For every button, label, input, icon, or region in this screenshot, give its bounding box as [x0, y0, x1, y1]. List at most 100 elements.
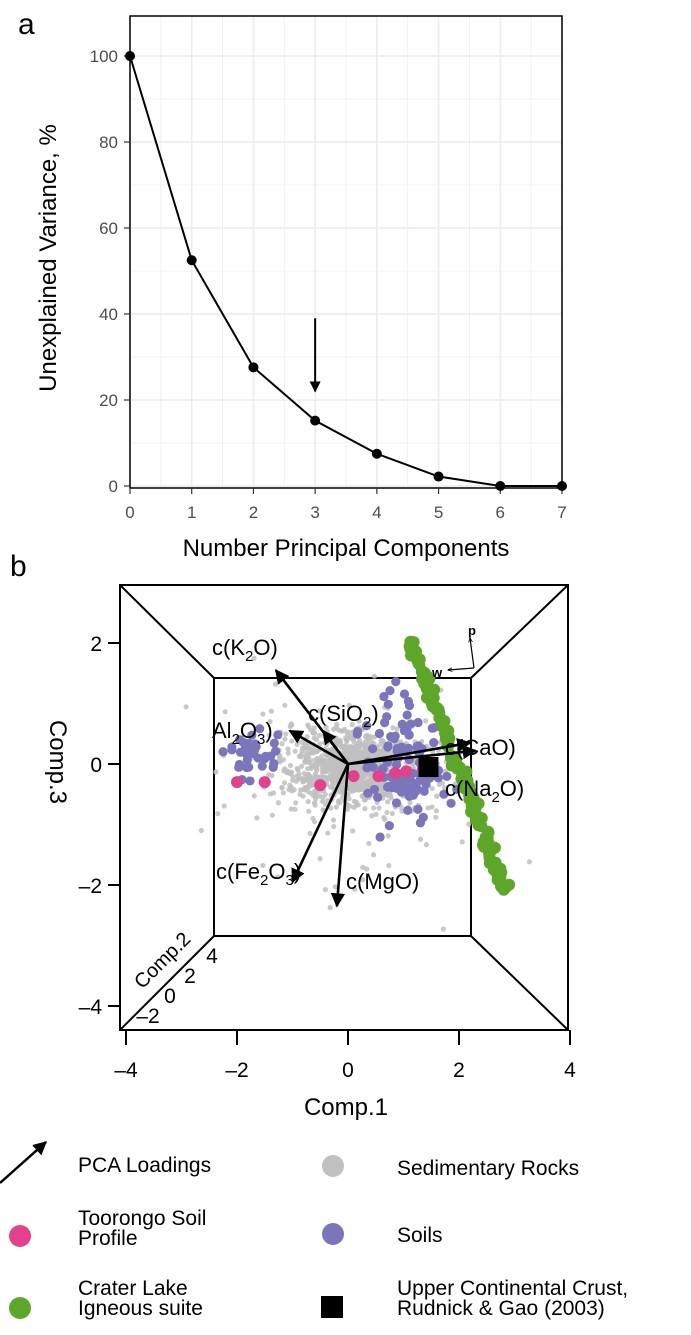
- soil-point: [368, 744, 378, 754]
- sedimentary-rock-point: [294, 773, 300, 779]
- sedimentary-rock-point: [260, 862, 266, 869]
- sedimentary-rock-point: [348, 755, 355, 761]
- soil-point: [244, 762, 254, 772]
- sedimentary-rock-point: [327, 772, 334, 778]
- sedimentary-rock-point: [352, 886, 358, 892]
- loading-arrow-sio2: [321, 729, 350, 765]
- sedimentary-rock-point: [319, 753, 325, 759]
- sedimentary-rock-point: [267, 719, 273, 725]
- sedimentary-rock-point: [282, 702, 288, 708]
- sedimentary-rock-point: [313, 736, 320, 743]
- soil-point: [235, 735, 245, 745]
- sedimentary-rock-point: [323, 724, 329, 730]
- soil-point: [384, 781, 395, 791]
- soil-point: [273, 730, 283, 740]
- sedimentary-rock-point: [346, 702, 352, 708]
- sedimentary-rock-point: [371, 673, 378, 679]
- y-tick-label: 0: [90, 754, 102, 777]
- sedimentary-rock-point: [423, 718, 429, 724]
- legend: PCA Loadings Sedimentary Rocks Toorongo …: [0, 1141, 628, 1320]
- sedimentary-rock-point: [287, 762, 294, 769]
- sedimentary-rock-point: [289, 738, 295, 744]
- legend-circle-icon: [322, 1155, 344, 1177]
- sedimentary-rock-point: [318, 760, 324, 766]
- sedimentary-rock-point: [323, 742, 330, 748]
- legend-circle-icon: [9, 1297, 31, 1319]
- soil-point: [242, 755, 252, 765]
- sedimentary-rock-point: [385, 833, 391, 839]
- sedimentary-rock-point: [307, 830, 313, 837]
- soil-point: [446, 798, 456, 808]
- sedimentary-rock-point: [349, 736, 356, 742]
- sedimentary-rock-point: [303, 777, 309, 783]
- sedimentary-rock-point: [251, 655, 257, 661]
- sedimentary-rock-point: [338, 767, 344, 773]
- x-tick-label: 4: [372, 503, 381, 522]
- panel-a: a 0 1 2 3 4 5 6 7 0 20 40 60 80 100 Number Principal …: [18, 8, 567, 562]
- x-tick-label: –4: [114, 1059, 138, 1082]
- soil-point: [227, 742, 237, 752]
- sedimentary-rock-point: [316, 708, 323, 714]
- variance-line: [129, 55, 562, 487]
- soil-point: [390, 731, 400, 741]
- sedimentary-rock-point: [363, 784, 369, 790]
- sedimentary-rock-point: [346, 796, 352, 802]
- toorongo-point: [314, 779, 327, 792]
- soil-point: [247, 730, 257, 740]
- sedimentary-rock-point: [377, 742, 383, 748]
- sedimentary-rock-point: [328, 805, 334, 811]
- toorongo-point: [372, 770, 385, 783]
- soil-point: [415, 818, 425, 828]
- z-tick-label: 4: [206, 945, 218, 968]
- variance-point: [557, 481, 567, 491]
- sedimentary-rock-point: [251, 793, 257, 799]
- loading-arrow-na2o: [347, 744, 478, 766]
- orientation-compass: p w: [431, 623, 476, 680]
- sedimentary-rock-point: [282, 766, 288, 772]
- sedimentary-rock-point: [440, 926, 446, 932]
- sedimentary-rock-point: [327, 905, 333, 911]
- sedimentary-rock-point: [459, 839, 465, 845]
- sedimentary-rock-point: [425, 805, 431, 811]
- loading-arrow-mgo: [330, 763, 350, 908]
- sedimentary-rock-point: [417, 836, 424, 842]
- sedimentary-rock-point: [370, 852, 377, 858]
- soil-point: [373, 792, 383, 802]
- sedimentary-rock-point: [280, 757, 286, 763]
- sedimentary-rock-point: [388, 792, 394, 799]
- x-tick-label: 0: [125, 503, 134, 522]
- legend-circle-icon: [322, 1223, 344, 1245]
- sedimentary-rock-point: [310, 815, 316, 822]
- sedimentary-rock-point: [526, 859, 533, 865]
- panel-a-ticks: 0 1 2 3 4 5 6 7 0 20 40 60 80 100: [90, 47, 567, 522]
- sedimentary-rock-point: [311, 793, 317, 799]
- legend-label: Toorongo Soil Profile: [78, 1207, 206, 1250]
- sedimentary-rock-point: [282, 736, 288, 742]
- soil-point: [413, 717, 423, 728]
- sedimentary-rock-point: [283, 731, 289, 737]
- x-tick-label: 2: [453, 1059, 465, 1082]
- z-tick-label: 0: [164, 985, 176, 1008]
- legend-square-icon: [321, 1296, 343, 1318]
- sedimentary-rock-point: [302, 759, 308, 765]
- sedimentary-rock-point: [360, 864, 366, 871]
- soil-point: [255, 724, 265, 734]
- crater-lake-point: [483, 851, 496, 864]
- soil-point: [245, 776, 255, 786]
- sedimentary-rock-point: [320, 807, 326, 813]
- legend-item-upper-continental-crust: Upper Continental Crust, Rudnick & Gao (2…: [321, 1277, 628, 1320]
- panel-a-grid: [129, 16, 563, 488]
- legend-label: Sedimentary Rocks: [397, 1157, 579, 1180]
- sedimentary-rock-point: [376, 805, 382, 811]
- panel-b-label: b: [10, 550, 27, 583]
- z-tick-label: –2: [136, 1005, 159, 1028]
- sedimentary-rock-point: [272, 681, 279, 687]
- sedimentary-rock-point: [308, 727, 314, 733]
- soil-point: [419, 786, 429, 796]
- sedimentary-rock-point: [364, 732, 370, 738]
- sedimentary-rock-point: [324, 766, 330, 772]
- variance-point: [310, 415, 321, 426]
- x-tick-label: 4: [564, 1059, 576, 1082]
- sedimentary-rock-point: [324, 775, 330, 781]
- soil-point: [402, 710, 412, 720]
